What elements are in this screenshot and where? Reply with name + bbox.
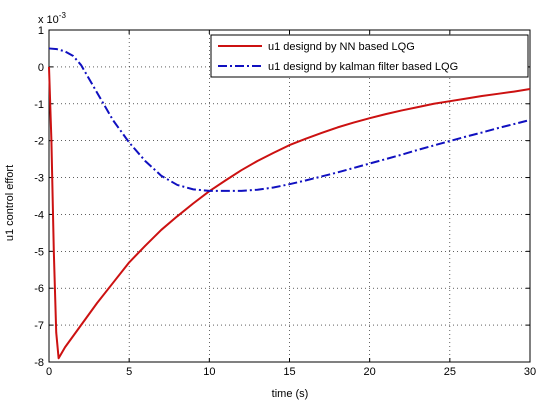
series-line-kalman-lqg (48, 47, 531, 192)
series-line-nn-lqg (48, 66, 531, 360)
y-tick-label: -3 (34, 173, 44, 185)
x-tick-label: 30 (524, 366, 536, 378)
x-axis-label: time (s) (272, 388, 309, 400)
y-tick-label: -8 (34, 357, 44, 369)
y-tick-label: -6 (34, 283, 44, 295)
legend-box (210, 34, 529, 78)
legend-label-kalman-lqg: u1 designd by kalman filter based LQG (268, 61, 458, 73)
y-tick-label: -1 (34, 99, 44, 111)
plot-area (48, 29, 531, 363)
y-tick-label: -2 (34, 136, 44, 148)
series-lines (48, 47, 531, 360)
y-tick-label: -4 (34, 209, 44, 221)
y-scale-base: x 10 (38, 14, 59, 26)
x-tick-label: 10 (203, 366, 215, 378)
legend: u1 designd by NN based LQG u1 designd by… (210, 34, 529, 78)
y-tick-label: 0 (38, 62, 44, 74)
y-axis-label: u1 control effort (4, 165, 16, 241)
y-scale-label: x 10-3 (38, 11, 66, 26)
x-tick-label: 0 (46, 366, 52, 378)
y-scale-exponent: -3 (59, 11, 67, 20)
grid-lines (49, 30, 530, 362)
x-tick-label: 15 (283, 366, 295, 378)
x-tick-label: 20 (364, 366, 376, 378)
y-tick-label: -5 (34, 246, 44, 258)
y-tick-label: 1 (38, 25, 44, 37)
x-tick-label: 5 (126, 366, 132, 378)
legend-label-nn-lqg: u1 designd by NN based LQG (268, 41, 415, 53)
y-tick-label: -7 (34, 320, 44, 332)
x-tick-label: 25 (444, 366, 456, 378)
